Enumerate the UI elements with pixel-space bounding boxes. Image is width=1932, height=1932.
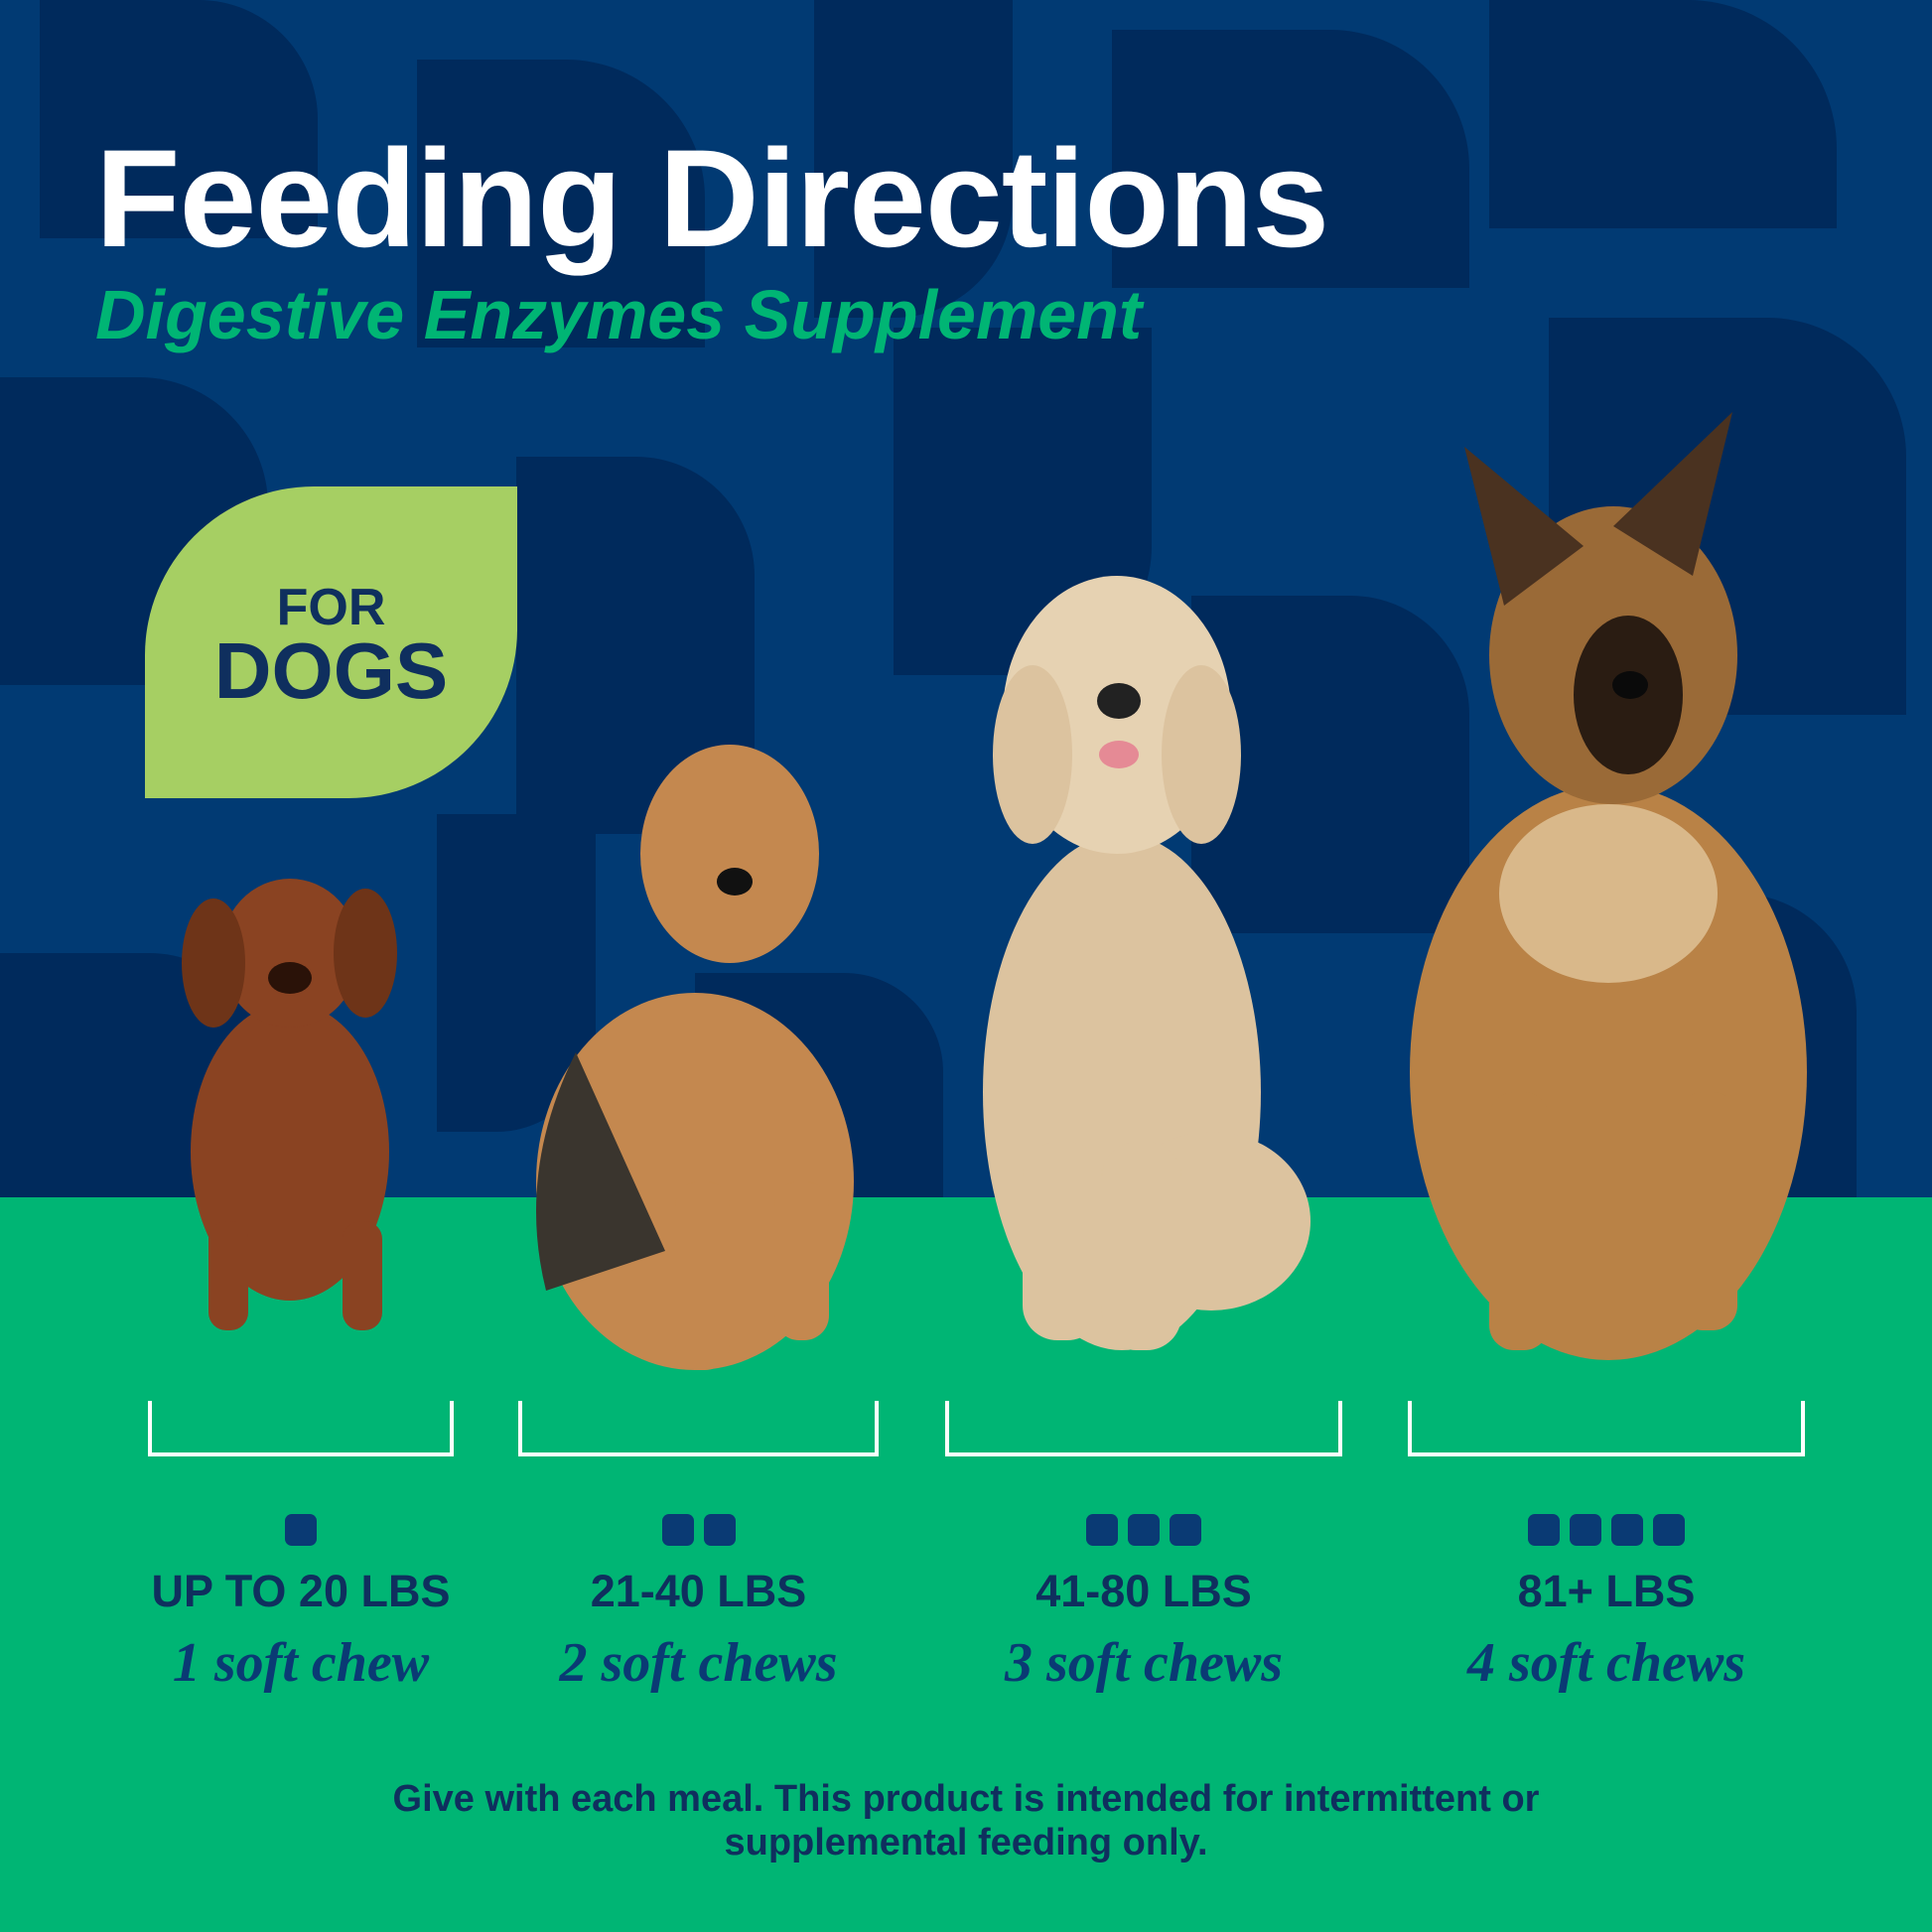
goldendoodle-image [983,576,1311,1350]
page-title: Feeding Directions [95,120,1329,276]
weight-range: 81+ LBS [1517,1566,1696,1616]
chew-icons [518,1514,879,1546]
badge-line1: FOR [276,579,386,636]
chew-icons [148,1514,454,1546]
dosage-column-4: 81+ LBS 4 soft chews [1408,1401,1805,1695]
soft-chew-icon [1128,1514,1160,1546]
soft-chew-icon [1170,1514,1201,1546]
chew-icons [945,1514,1342,1546]
bracket [945,1401,1342,1456]
soft-chew-icon [1653,1514,1685,1546]
page-subtitle: Digestive Enzymes Supplement [95,276,1143,353]
soft-chew-icon [1086,1514,1118,1546]
soft-chew-icon [661,1514,694,1546]
dosage-column-3: 41-80 LBS 3 soft chews [945,1401,1342,1695]
airedale-image [536,745,854,1370]
weight-range: 41-80 LBS [1035,1566,1252,1616]
footer-note: Give with each meal. This product is int… [0,1777,1932,1864]
bracket [518,1401,879,1456]
soft-chew-icon [285,1514,317,1546]
footer-line-2: supplemental feeding only. [724,1822,1208,1863]
dachshund-image [182,879,397,1330]
weight-range: UP TO 20 LBS [151,1566,451,1616]
bracket [148,1401,454,1456]
chew-icons [1408,1514,1805,1546]
soft-chew-icon [703,1514,736,1546]
footer-line-1: Give with each meal. This product is int… [392,1778,1540,1820]
for-dogs-badge: FOR DOGS [145,486,517,798]
dose-amount: 1 soft chew [172,1632,430,1694]
soft-chew-icon [1570,1514,1601,1546]
dog-photos [182,412,1807,1370]
dosage-column-2: 21-40 LBS 2 soft chews [518,1401,879,1695]
german-shepherd-image [1410,412,1807,1360]
dose-amount: 2 soft chews [559,1632,838,1694]
dose-amount: 3 soft chews [1005,1632,1283,1694]
bracket [1408,1401,1805,1456]
dosage-column-1: UP TO 20 LBS 1 soft chew [148,1401,454,1695]
soft-chew-icon [1528,1514,1560,1546]
badge-line2: DOGS [213,626,449,715]
dose-amount: 4 soft chews [1467,1632,1745,1694]
weight-range: 21-40 LBS [590,1566,807,1616]
soft-chew-icon [1611,1514,1643,1546]
